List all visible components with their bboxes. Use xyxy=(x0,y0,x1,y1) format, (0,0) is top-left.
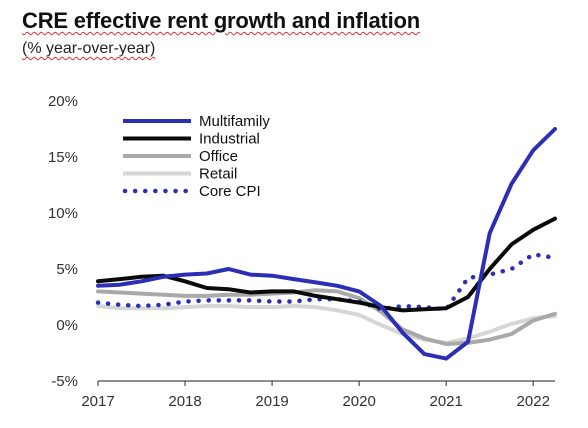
x-tick-label: 2022 xyxy=(517,393,550,410)
axis-layer: -5% 0% 5% 10% 15% 20% 2017 2018 2019 2020 2021 2022 xyxy=(48,93,555,410)
y-tick-label: 0% xyxy=(56,317,78,334)
x-tick-label: 2017 xyxy=(81,393,114,410)
legend-label: Retail xyxy=(199,166,237,183)
series-line-retail xyxy=(96,304,557,345)
x-tick-label: 2019 xyxy=(255,393,288,410)
y-tick-label: 20% xyxy=(48,93,78,110)
series-layer xyxy=(95,127,558,361)
legend-label: Core CPI xyxy=(199,183,261,200)
legend-label: Multifamily xyxy=(199,113,270,130)
x-tick-label: 2018 xyxy=(168,393,201,410)
chart-title-text: CRE effective rent growth and inflation xyxy=(22,8,421,33)
y-tick-label: 10% xyxy=(48,205,78,222)
y-tick-label: 5% xyxy=(56,261,78,278)
series-line-multifamily xyxy=(96,127,557,361)
x-tick-label: 2021 xyxy=(430,393,463,410)
series-line-core-cpi xyxy=(95,252,558,312)
series-line-office xyxy=(96,288,557,346)
legend-label: Office xyxy=(199,148,238,165)
chart-subtitle: (% year-over-year) xyxy=(22,40,155,58)
x-tick-label: 2020 xyxy=(342,393,375,410)
chart-title: CRE effective rent growth and inflation xyxy=(22,8,420,34)
y-tick-label: 15% xyxy=(48,149,78,166)
legend-label: Industrial xyxy=(199,131,260,148)
chart-subtitle-text: (% year-over-year) xyxy=(22,40,156,57)
y-tick-label: -5% xyxy=(51,373,78,390)
